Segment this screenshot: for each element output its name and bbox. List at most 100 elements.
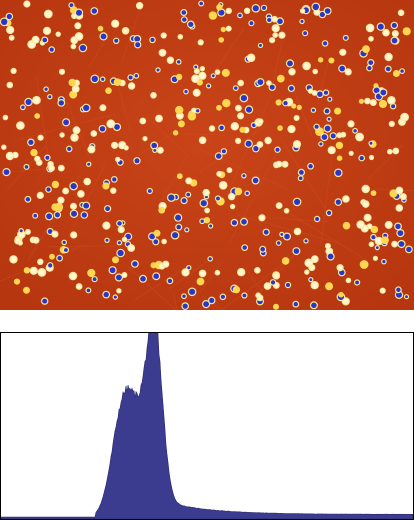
particle-core xyxy=(238,14,241,17)
particle-core xyxy=(196,109,199,112)
particle-ring xyxy=(151,262,157,268)
particle-core xyxy=(259,44,262,47)
particle-core xyxy=(280,233,283,236)
particle-core xyxy=(328,254,334,260)
particle-core xyxy=(390,122,394,126)
particle-core xyxy=(350,152,353,155)
particle-core xyxy=(329,147,335,153)
particle-core xyxy=(340,50,345,55)
particle-core xyxy=(162,34,166,38)
particle-core xyxy=(312,282,318,288)
particle-core xyxy=(200,271,205,276)
particle-core xyxy=(189,289,195,295)
particle-core xyxy=(1,19,7,25)
particle-core xyxy=(203,301,209,307)
particle-core xyxy=(380,90,386,96)
particle-core xyxy=(259,120,263,124)
particle-ring xyxy=(34,113,40,119)
particle-ring xyxy=(87,269,95,277)
particle-core xyxy=(371,235,375,239)
particle-core xyxy=(57,33,60,36)
particle-core xyxy=(242,174,245,177)
particle-core xyxy=(243,294,247,298)
particle-core xyxy=(192,76,198,82)
particle-core xyxy=(168,195,174,201)
particle-core xyxy=(210,127,214,131)
particle-core xyxy=(177,60,180,63)
particle-core xyxy=(10,36,13,39)
particle-core xyxy=(33,97,39,103)
particle-core xyxy=(34,238,39,243)
particle-core xyxy=(283,101,287,105)
particle-core xyxy=(61,134,64,137)
particle-core xyxy=(241,95,247,101)
particle-core xyxy=(270,85,275,90)
particle-ring xyxy=(297,105,302,110)
particle-ring xyxy=(98,26,104,32)
particle-core xyxy=(141,119,145,123)
particle-ring xyxy=(273,304,279,310)
particle-core xyxy=(358,222,364,228)
particle-core xyxy=(221,295,225,299)
particle-core xyxy=(260,215,265,220)
particle-core xyxy=(228,169,231,172)
particle-core xyxy=(397,188,402,193)
particle-core xyxy=(112,21,118,27)
particle-core xyxy=(349,122,354,127)
particle-core xyxy=(46,213,52,219)
particle-core xyxy=(101,78,104,81)
particle-core xyxy=(401,114,407,120)
particle-ring xyxy=(177,173,183,179)
particle-core xyxy=(186,193,190,197)
particle-ring xyxy=(102,182,109,189)
particle-core xyxy=(72,135,78,141)
particle-core xyxy=(392,38,398,44)
particle-core xyxy=(313,4,319,10)
particle-core xyxy=(392,242,396,246)
particle-core xyxy=(383,30,388,35)
particle-core xyxy=(119,227,124,232)
particle-core xyxy=(299,177,303,181)
particle-core xyxy=(87,163,90,166)
particle-core xyxy=(156,116,161,121)
particle-core xyxy=(45,156,49,160)
particle-core xyxy=(48,263,52,267)
particle-core xyxy=(347,279,350,282)
particle-core xyxy=(20,229,23,232)
particle-core xyxy=(277,241,280,244)
particle-core xyxy=(246,107,252,113)
particle-core xyxy=(312,256,317,261)
particle-core xyxy=(92,76,98,82)
particle-core xyxy=(4,116,7,119)
particle-core xyxy=(12,69,16,73)
particle-core xyxy=(397,205,402,210)
particle-core xyxy=(367,66,371,70)
particle-ring xyxy=(69,79,77,87)
particle-core xyxy=(280,33,285,38)
particle-ring xyxy=(276,99,282,105)
particle-core xyxy=(386,54,392,60)
particle-core xyxy=(46,187,50,191)
particle-core xyxy=(183,304,188,309)
particle-core xyxy=(199,41,203,45)
particle-core xyxy=(241,219,247,225)
particle-core xyxy=(179,35,182,38)
particle-core xyxy=(253,5,259,11)
particle-core xyxy=(72,45,75,48)
particle-core xyxy=(218,10,224,16)
particle-core xyxy=(157,69,160,72)
particle-core xyxy=(376,246,379,249)
particle-core xyxy=(344,36,348,40)
particle-core xyxy=(33,37,39,43)
particle-core xyxy=(301,10,304,13)
particle-core xyxy=(325,126,331,132)
particle-core xyxy=(106,239,109,242)
particle-ring xyxy=(209,11,217,19)
particle-core xyxy=(295,229,300,234)
particle-core xyxy=(294,248,300,254)
particle-core xyxy=(216,197,220,201)
particle-core xyxy=(92,8,97,13)
particle-ring xyxy=(52,181,59,188)
particle-core xyxy=(53,232,58,237)
particle-ring xyxy=(360,260,369,269)
